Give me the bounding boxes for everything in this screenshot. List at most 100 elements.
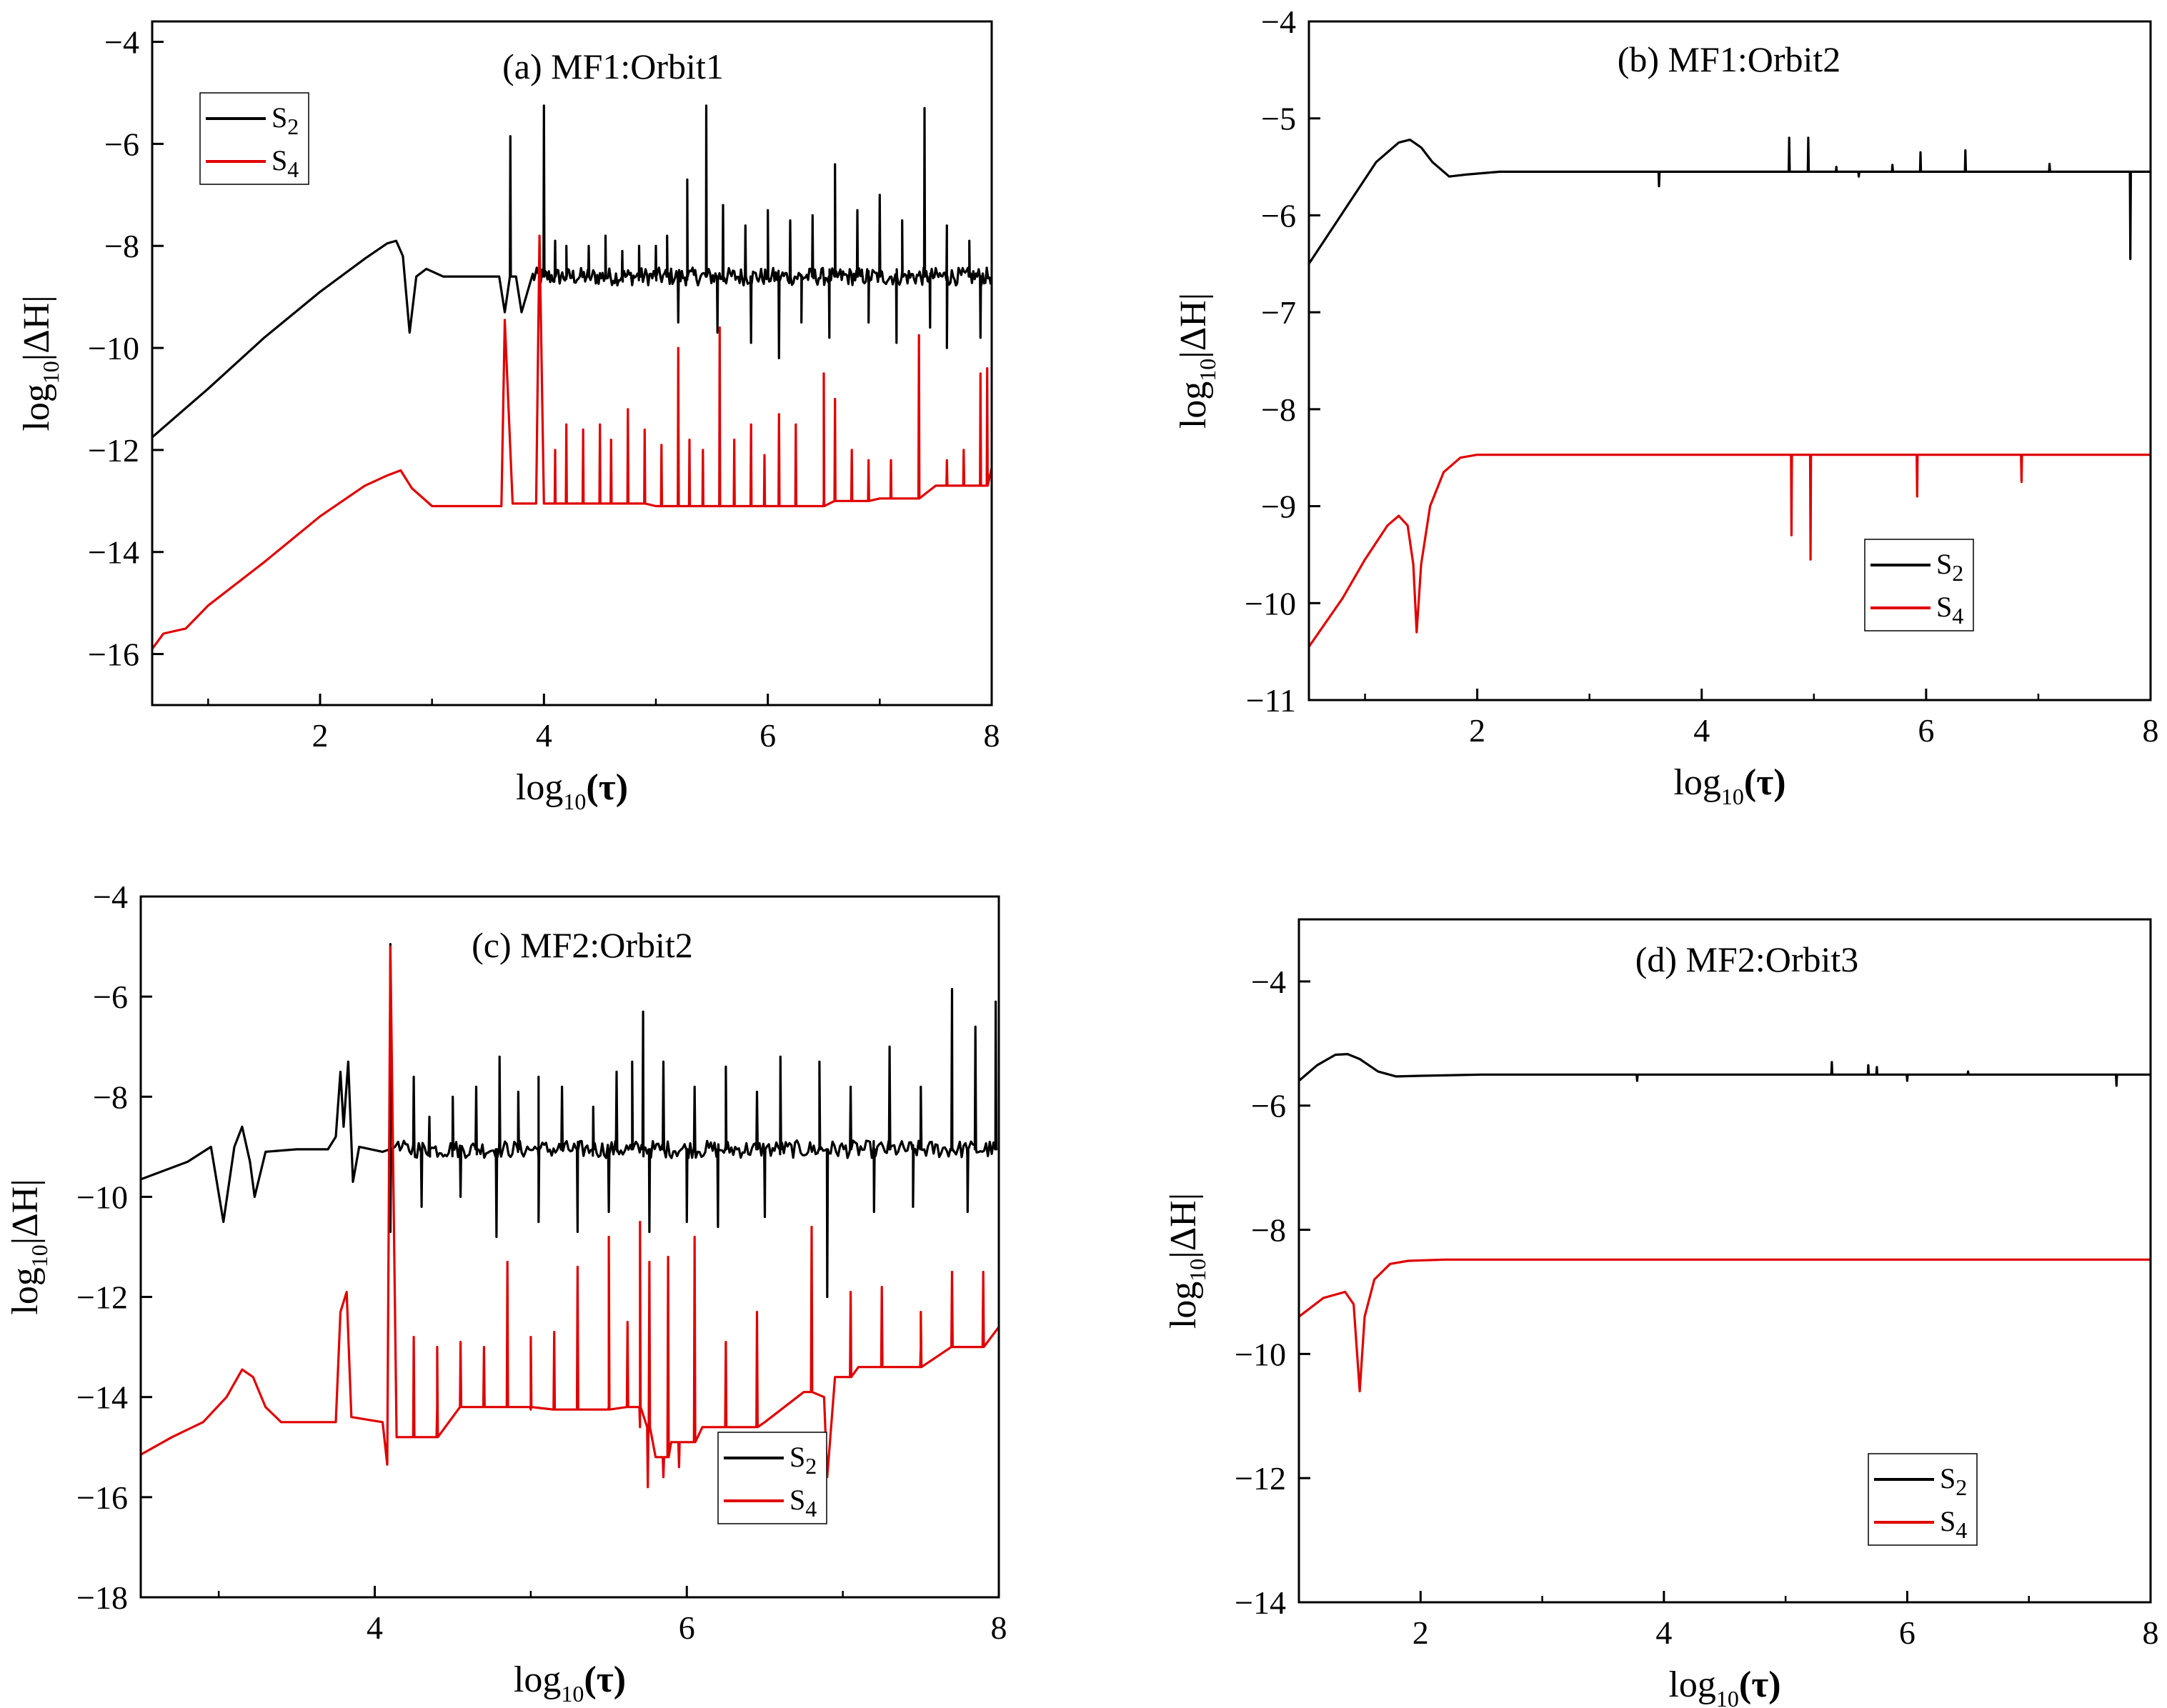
series-line-S2 (141, 943, 998, 1299)
legend-label-sub: 2 (1956, 1474, 1967, 1500)
y-axis-title-part: |ΔH| (16, 295, 57, 361)
x-axis-title-part: log (514, 1659, 561, 1700)
legend-label-main: S (1940, 1505, 1956, 1537)
y-axis-title-part: |ΔH| (5, 1179, 46, 1244)
legend-label: S4 (272, 144, 299, 182)
y-tick-label: −10 (1235, 1336, 1286, 1372)
y-tick-label: −8 (1251, 1212, 1286, 1249)
y-axis-title-part: log (16, 384, 57, 431)
y-tick-label: −8 (104, 228, 139, 264)
y-axis-title-sub: 10 (1195, 359, 1220, 381)
x-axis-title-part: (τ) (586, 767, 628, 808)
panel-title: (c) MF2:Orbit2 (472, 925, 693, 965)
y-tick-label: −6 (1261, 197, 1296, 234)
y-tick-label: −6 (104, 126, 139, 162)
y-tick-label: −8 (93, 1079, 128, 1115)
y-tick-label: −10 (1245, 585, 1296, 621)
legend-label: S4 (1936, 591, 1963, 629)
legend-box (199, 92, 309, 185)
legend-label-sub: 4 (287, 156, 299, 182)
y-tick-label: −9 (1261, 489, 1296, 525)
legend-label-sub: 4 (1956, 1517, 1967, 1543)
legend-label-main: S (1936, 548, 1952, 580)
x-tick-label: 8 (2143, 712, 2159, 749)
y-tick-label: −5 (1261, 101, 1296, 137)
legend-label-sub: 2 (287, 114, 299, 139)
x-axis-title-part: (τ) (1744, 762, 1786, 803)
legend-label: S4 (1940, 1505, 1967, 1543)
x-tick-label: 2 (1413, 1614, 1429, 1651)
x-axis-title-part: (τ) (1739, 1664, 1781, 1705)
legend-box (1868, 1453, 1978, 1546)
y-axis-title-sub: 10 (26, 1244, 52, 1267)
y-tick-label: −16 (88, 636, 139, 673)
legend-label: S4 (789, 1484, 817, 1522)
y-tick-label: −16 (76, 1479, 128, 1516)
legend-label-main: S (272, 144, 287, 176)
x-tick-label: 6 (1899, 1614, 1916, 1651)
legend-label-main: S (789, 1484, 805, 1516)
legend-label-main: S (1936, 591, 1952, 623)
x-axis-title: log10(τ) (516, 767, 628, 814)
y-axis-title-part: |ΔH| (1163, 1193, 1204, 1259)
panel-b: 2 4 6 8−4−5−6−7−8−9−10−11log10(τ)log10|ΔH|(… (1173, 4, 2159, 809)
y-axis-title-part: log (1173, 381, 1214, 429)
legend-label-sub: 4 (805, 1496, 817, 1522)
series-line-S4 (152, 234, 992, 650)
y-axis-title: log10|ΔH| (5, 1179, 52, 1314)
panel-title: (b) MF1:Orbit2 (1618, 39, 1841, 79)
x-axis-title-sub: 10 (563, 789, 586, 814)
x-tick-label: 6 (679, 1609, 695, 1646)
y-tick-label: −4 (1251, 964, 1286, 1000)
panel-d: 2 4 6 8−4−6−8−10−12−14log10(τ)log10|ΔH|(d) … (1163, 918, 2159, 1708)
x-tick-label: 4 (1693, 712, 1710, 749)
y-tick-label: −4 (1261, 4, 1296, 40)
x-axis-title-sub: 10 (561, 1681, 584, 1707)
plot-frame (151, 20, 993, 706)
x-axis-title-part: log (516, 767, 563, 808)
panel-a: 2 4 6 8−4−6−8−10−12−14−16log10(τ)log10|ΔH|(… (16, 20, 1000, 814)
y-axis-title: log10|ΔH| (16, 295, 64, 431)
legend-label-sub: 4 (1952, 603, 1963, 629)
x-tick-label: 6 (759, 717, 776, 754)
legend-label: S2 (1940, 1462, 1967, 1500)
legend-label-sub: 2 (805, 1453, 817, 1479)
y-tick-label: −4 (93, 879, 128, 915)
y-axis-title-sub: 10 (1185, 1259, 1210, 1282)
x-axis-title-part: log (1673, 762, 1720, 803)
x-axis-title-sub: 10 (1721, 784, 1744, 809)
series-line-S4 (1309, 454, 2151, 648)
x-tick-label: 4 (1655, 1614, 1672, 1651)
legend-label-sub: 2 (1952, 560, 1963, 586)
x-axis-title: log10(τ) (514, 1659, 626, 1707)
series-line-S4 (1299, 1258, 2151, 1393)
legend-box (1864, 539, 1974, 631)
y-tick-label: −6 (93, 979, 128, 1015)
y-axis-title-sub: 10 (38, 361, 64, 384)
series-line-S2 (1299, 1053, 2151, 1087)
y-axis-title: log10|ΔH| (1173, 293, 1220, 429)
x-tick-label: 6 (1918, 712, 1934, 749)
y-tick-label: −12 (76, 1279, 128, 1316)
y-tick-label: −6 (1251, 1088, 1286, 1124)
x-axis-title-part: log (1668, 1664, 1715, 1705)
y-tick-label: −11 (1246, 682, 1296, 719)
y-tick-label: −12 (88, 432, 139, 469)
panel-c: 4 6 8−4−6−8−10−12−14−16−18log10(τ)log10|ΔH… (5, 879, 1007, 1707)
y-axis-title-part: log (1163, 1282, 1204, 1329)
y-tick-label: −14 (88, 534, 139, 571)
x-tick-label: 4 (536, 717, 552, 754)
series-line-S4 (141, 945, 999, 1489)
y-tick-label: −12 (1235, 1460, 1286, 1497)
legend-label: S2 (1936, 548, 1963, 586)
x-tick-label: 8 (991, 1609, 1007, 1646)
legend-label: S2 (789, 1441, 817, 1479)
legend-label-main: S (789, 1441, 805, 1473)
y-axis-title-part: |ΔH| (1173, 293, 1214, 359)
y-axis-title: log10|ΔH| (1163, 1193, 1210, 1329)
y-axis-title-part: log (5, 1267, 46, 1314)
y-tick-label: −7 (1261, 294, 1296, 331)
legend-label-main: S (272, 101, 287, 134)
y-tick-label: −18 (76, 1579, 128, 1616)
